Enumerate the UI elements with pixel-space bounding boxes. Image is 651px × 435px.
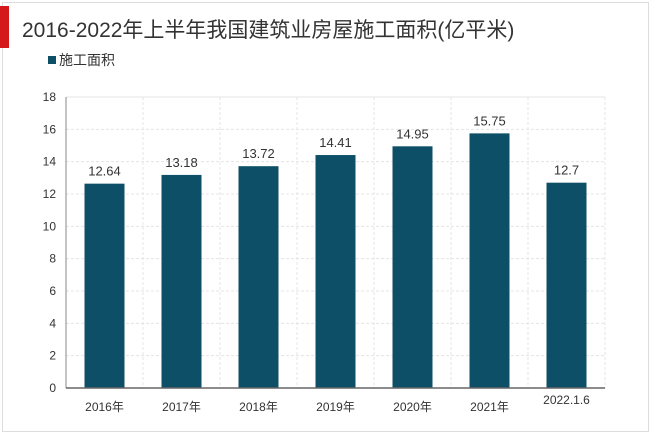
y-tick-label: 0 [49,381,56,395]
bar [546,182,587,388]
x-tick-label: 2021年 [470,400,509,414]
data-label: 12.64 [88,164,121,179]
data-label: 14.41 [319,135,352,150]
x-tick-label: 2017年 [162,400,201,414]
y-tick-label: 14 [43,155,57,169]
y-tick-label: 16 [43,122,57,136]
legend-label: 施工面积 [59,52,115,68]
bar [469,133,510,388]
x-tick-label: 2022.1.6 [543,393,590,407]
data-label: 13.72 [242,146,275,161]
x-tick-label: 2018年 [239,400,278,414]
x-tick-label: 2019年 [316,400,355,414]
y-tick-label: 10 [43,219,57,233]
y-tick-label: 6 [49,284,56,298]
legend-swatch [48,56,56,64]
data-label: 13.18 [165,155,198,170]
bar [392,146,433,388]
bar [238,166,279,388]
x-tick-label: 2020年 [393,400,432,414]
bar [161,174,202,388]
bar [84,183,125,388]
y-tick-label: 4 [49,316,56,330]
x-tick-label: 2016年 [85,400,124,414]
data-label: 14.95 [396,126,429,141]
y-tick-label: 18 [43,90,57,104]
title-accent-bar [0,6,9,48]
data-label: 15.75 [473,113,506,128]
y-tick-label: 12 [43,187,57,201]
data-label: 12.7 [554,163,579,178]
legend: 施工面积 [48,50,115,70]
y-tick-label: 2 [49,349,56,363]
chart-title: 2016-2022年上半年我国建筑业房屋施工面积(亿平米) [22,19,515,42]
bar [315,155,356,388]
y-tick-label: 8 [49,252,56,266]
